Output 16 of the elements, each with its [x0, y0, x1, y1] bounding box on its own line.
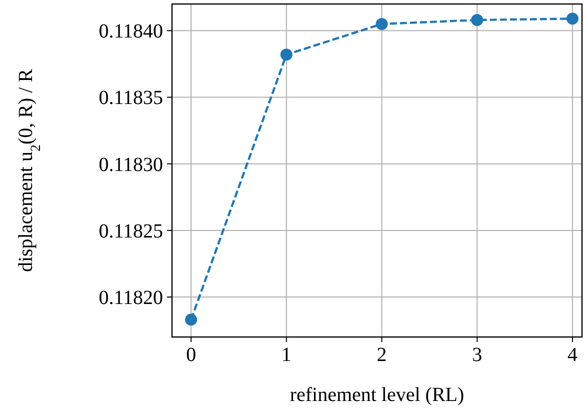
- point: [376, 18, 388, 30]
- x-tick-label: 1: [281, 344, 292, 366]
- x-tick-label: 4: [567, 344, 578, 366]
- x-axis-title: refinement level (RL): [290, 384, 464, 406]
- x-tick-label: 0: [186, 344, 196, 366]
- x-tick-label: 3: [472, 344, 482, 366]
- point: [566, 12, 578, 25]
- x-tick-label: 2: [376, 344, 387, 366]
- y-tick-label: 0.11835: [98, 87, 163, 110]
- point: [280, 48, 292, 61]
- point: [185, 314, 198, 326]
- y-tick-label: 0.11840: [98, 20, 163, 43]
- y-tick-label: 0.11830: [98, 154, 163, 176]
- y-tick-label: 0.11825: [98, 220, 163, 242]
- point: [471, 14, 484, 26]
- y-tick-label: 0.11820: [98, 287, 163, 310]
